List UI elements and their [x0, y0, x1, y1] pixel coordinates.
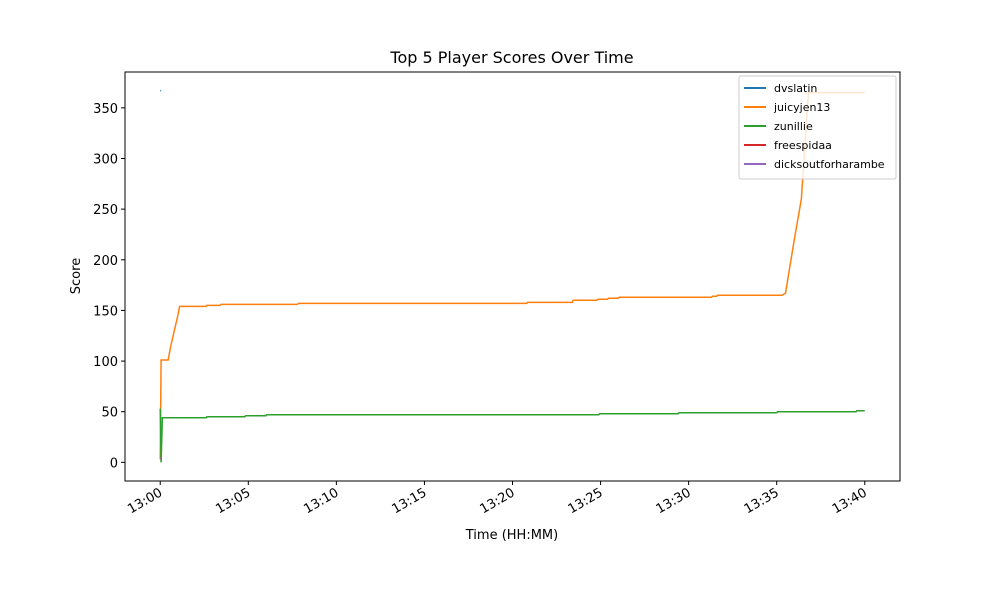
series-line	[159, 91, 865, 460]
y-tick-label: 50	[101, 406, 118, 421]
series-line	[159, 408, 865, 463]
y-tick-label: 0	[110, 456, 118, 471]
y-tick-label: 200	[93, 254, 118, 269]
legend-label: dvslatin	[774, 82, 817, 95]
legend-box	[738, 75, 897, 180]
plot-frame	[124, 71, 901, 482]
x-axis-label: Time (HH:MM)	[465, 528, 558, 543]
y-tick-label: 100	[93, 355, 118, 370]
legend-label: dicksoutforharambe	[774, 158, 885, 171]
y-tick-label: 250	[93, 203, 118, 218]
legend-label: freespidaa	[774, 139, 832, 152]
legend-label: zunillie	[774, 120, 813, 133]
y-axis-label: Score	[69, 258, 84, 294]
chart-title: Top 5 Player Scores Over Time	[389, 48, 633, 67]
y-tick-label: 300	[93, 152, 118, 167]
y-tick-label: 150	[93, 304, 118, 319]
y-tick-label: 350	[93, 102, 118, 117]
legend-label: juicyjen13	[773, 101, 830, 114]
